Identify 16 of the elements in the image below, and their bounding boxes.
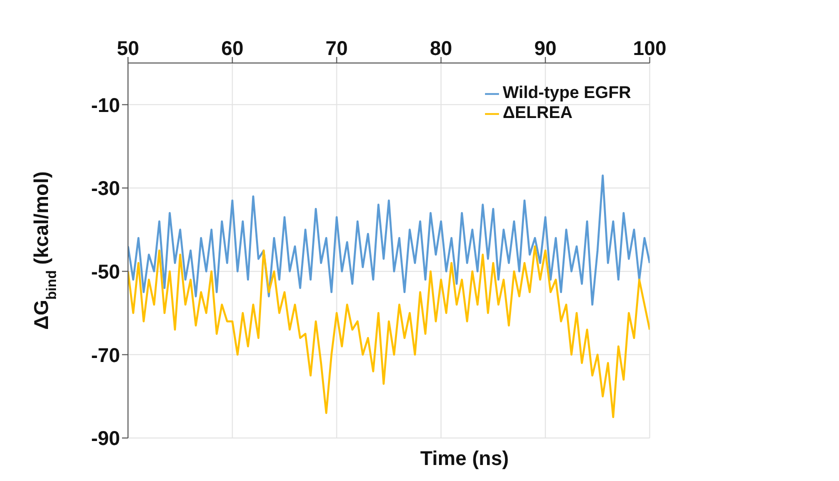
legend-label: Wild-type EGFR xyxy=(502,83,631,102)
y-tick-label: -10 xyxy=(91,94,120,117)
line-series xyxy=(128,245,650,418)
y-tick-label: -90 xyxy=(91,428,120,450)
line-series xyxy=(128,174,650,306)
legend-label: ΔELREA xyxy=(502,103,573,122)
x-axis-title: Time (ns) xyxy=(419,448,510,471)
y-tick-label: -30 xyxy=(91,178,120,200)
x-tick-label: 100 xyxy=(633,38,666,60)
y-tick-label: -70 xyxy=(91,344,120,367)
x-tick-label: 80 xyxy=(430,38,452,60)
x-tick-label: 60 xyxy=(221,38,244,60)
y-tick-label: -50 xyxy=(91,261,120,284)
x-tick-label: 90 xyxy=(534,38,556,60)
x-tick-label: 50 xyxy=(116,38,140,60)
x-tick-label: 70 xyxy=(326,38,348,60)
